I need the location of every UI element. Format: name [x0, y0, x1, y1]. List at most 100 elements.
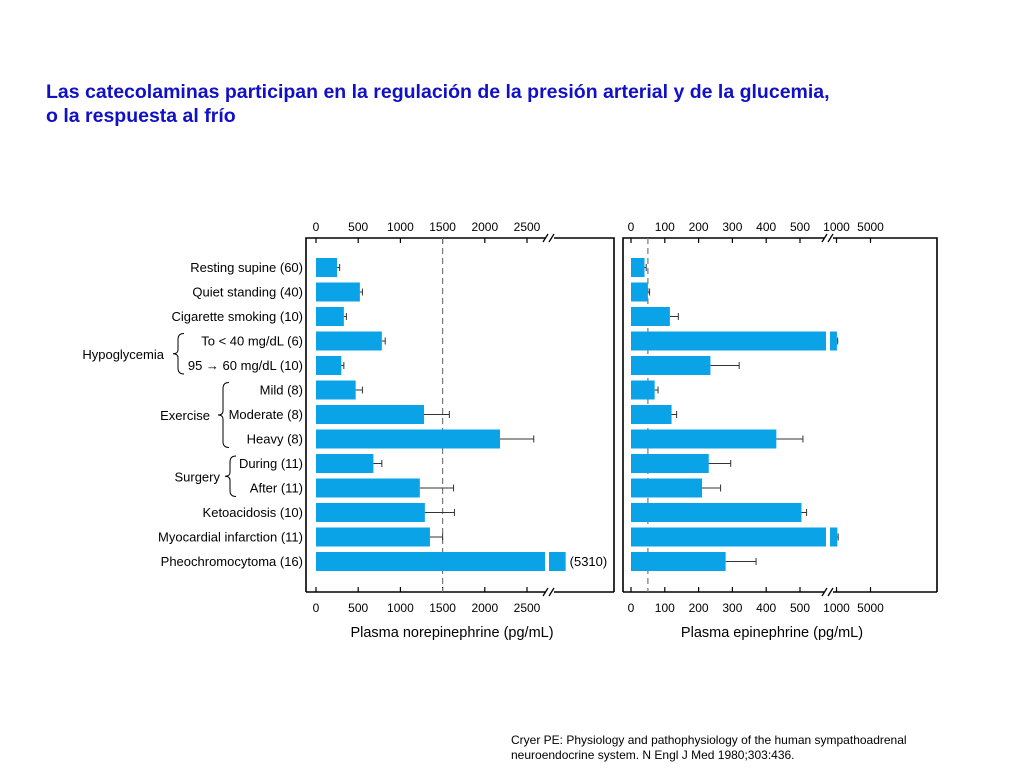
bar — [316, 429, 500, 449]
tick-label-top: 2000 — [471, 220, 498, 234]
data-label: (5310) — [570, 554, 608, 569]
category-label: Mild (8) — [260, 383, 303, 398]
bar — [631, 282, 648, 302]
tick-label-bottom: 400 — [756, 601, 776, 615]
tick-label-top: 0 — [628, 220, 635, 234]
group-brace — [217, 382, 230, 448]
bar-break — [826, 526, 830, 548]
citation: Cryer PE: Physiology and pathophysiology… — [511, 733, 951, 763]
axis-break-mark — [821, 233, 828, 243]
group-label: Exercise — [160, 408, 210, 423]
tick-label-top: 1000 — [387, 220, 414, 234]
bar — [316, 503, 425, 522]
bar — [631, 258, 645, 277]
category-label: 95 → 60 mg/dL (10) — [188, 358, 303, 373]
tick-label-top: 5000 — [857, 220, 884, 234]
tick-label-top: 500 — [348, 220, 368, 234]
tick-label-bottom: 2500 — [514, 601, 541, 615]
category-label: Cigarette smoking (10) — [172, 309, 304, 324]
tick-label-top: 500 — [790, 220, 810, 234]
axis-break-mark — [548, 587, 555, 597]
bar-break — [826, 502, 830, 523]
category-label: Ketoacidosis (10) — [203, 505, 303, 520]
bar — [631, 405, 672, 424]
category-label: After (11) — [250, 481, 303, 496]
bar — [631, 307, 670, 326]
bar-break — [545, 551, 549, 572]
bar — [316, 380, 356, 400]
bar — [631, 331, 837, 351]
category-label: Resting supine (60) — [190, 260, 303, 275]
axis-break-mark — [827, 233, 834, 243]
tick-label-bottom: 0 — [628, 601, 635, 615]
category-label: To < 40 mg/dL (6) — [201, 334, 303, 349]
axis-break-gap — [824, 234, 833, 242]
tick-label-bottom: 500 — [348, 601, 368, 615]
category-label: Quiet standing (40) — [192, 285, 303, 300]
group-brace — [224, 455, 237, 497]
bar — [316, 478, 420, 498]
bar — [316, 405, 425, 424]
bar — [631, 552, 726, 571]
bar — [631, 503, 802, 522]
category-label: Pheochromocytoma (16) — [161, 554, 303, 569]
bar — [631, 454, 709, 473]
tick-label-bottom: 1000 — [823, 601, 850, 615]
axis-break-mark — [827, 587, 834, 597]
tick-label-bottom: 1500 — [429, 601, 456, 615]
axis-break-gap — [545, 234, 554, 242]
tick-label-top: 400 — [756, 220, 776, 234]
bar — [631, 356, 711, 375]
bar-break — [826, 330, 830, 352]
group-label: Hypoglycemia — [82, 347, 164, 362]
bar — [316, 282, 360, 302]
tick-label-bottom: 0 — [313, 601, 320, 615]
axis-break-gap — [545, 588, 554, 596]
tick-label-top: 100 — [655, 220, 675, 234]
tick-label-top: 2500 — [514, 220, 541, 234]
tick-label-top: 200 — [689, 220, 709, 234]
tick-label-top: 0 — [313, 220, 320, 234]
bar — [631, 429, 777, 449]
tick-label-bottom: 500 — [790, 601, 810, 615]
axis-break-mark — [821, 587, 828, 597]
panel-frame — [305, 237, 615, 592]
category-label: Myocardial infarction (11) — [158, 530, 303, 545]
bar — [316, 258, 338, 277]
axis-break-mark — [542, 587, 549, 597]
bar — [631, 380, 655, 400]
tick-label-bottom: 100 — [655, 601, 675, 615]
tick-label-top: 300 — [722, 220, 742, 234]
tick-label-bottom: 300 — [722, 601, 742, 615]
panel-frame — [622, 237, 938, 592]
bar — [316, 527, 430, 547]
bar — [316, 454, 374, 473]
bar — [631, 478, 702, 498]
group-brace — [172, 333, 185, 375]
tick-label-top: 1500 — [429, 220, 456, 234]
x-axis-title: Plasma norepinephrine (pg/mL) — [350, 625, 553, 641]
category-label: Moderate (8) — [229, 407, 303, 422]
category-label: During (11) — [239, 456, 303, 471]
tick-label-top: 1000 — [823, 220, 850, 234]
bar — [316, 552, 566, 571]
slide-title-line-2: o la respuesta al frío — [46, 105, 236, 127]
bar — [316, 331, 382, 351]
slide-title: Las catecolaminas participan en la regul… — [46, 80, 986, 128]
axis-break-gap — [824, 588, 833, 596]
tick-label-bottom: 200 — [689, 601, 709, 615]
bar — [316, 307, 344, 326]
bar — [631, 527, 838, 547]
axis-break-mark — [548, 233, 555, 243]
tick-label-bottom: 1000 — [387, 601, 414, 615]
axis-break-mark — [542, 233, 549, 243]
group-label: Surgery — [174, 469, 220, 484]
bar — [316, 356, 342, 375]
citation-line-2: neuroendocrine system. N Engl J Med 1980… — [511, 748, 795, 762]
citation-line-1: Cryer PE: Physiology and pathophysiology… — [511, 733, 907, 747]
panel-norepinephrine: 0 0 500 500 1000 1000 1500 1500 2000 2000 2500 2500… — [305, 220, 615, 641]
slide-title-line-1: Las catecolaminas participan en la regul… — [46, 81, 830, 103]
category-label: Heavy (8) — [247, 432, 303, 447]
tick-label-bottom: 2000 — [471, 601, 498, 615]
